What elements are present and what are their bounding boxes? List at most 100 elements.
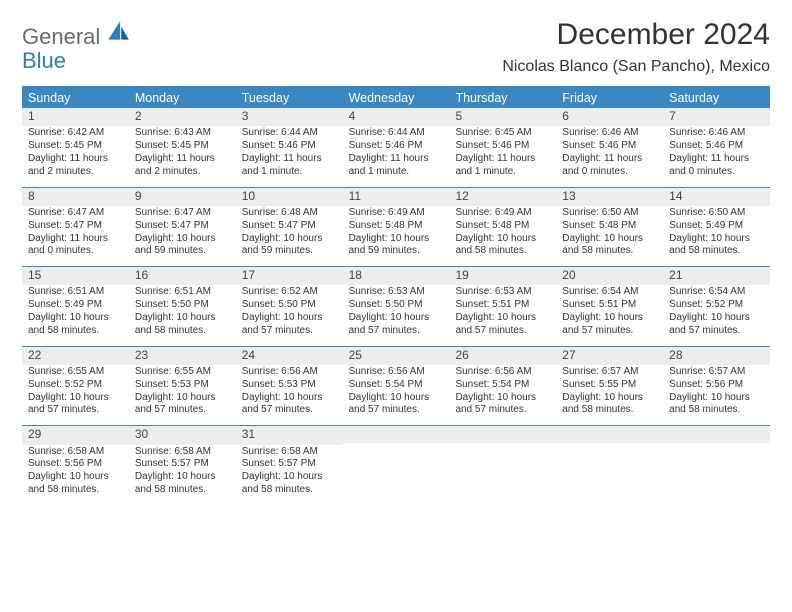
daylight-line1: Daylight: 10 hours [562,392,657,405]
day-number: 15 [22,267,129,285]
daylight-line2: and 58 minutes. [562,404,657,417]
day-body: Sunrise: 6:54 AMSunset: 5:52 PMDaylight:… [663,285,770,345]
day-body: Sunrise: 6:55 AMSunset: 5:52 PMDaylight:… [22,365,129,425]
daylight-line2: and 59 minutes. [242,245,337,258]
day-body: Sunrise: 6:51 AMSunset: 5:50 PMDaylight:… [129,285,236,345]
daylight-line1: Daylight: 10 hours [349,392,444,405]
sunrise-text: Sunrise: 6:43 AM [135,127,230,140]
day-cell: 29Sunrise: 6:58 AMSunset: 5:56 PMDayligh… [22,426,129,505]
daylight-line1: Daylight: 11 hours [669,153,764,166]
day-body: Sunrise: 6:58 AMSunset: 5:56 PMDaylight:… [22,445,129,505]
sunrise-text: Sunrise: 6:49 AM [349,207,444,220]
sunrise-text: Sunrise: 6:47 AM [28,207,123,220]
sunrise-text: Sunrise: 6:48 AM [242,207,337,220]
daylight-line2: and 58 minutes. [455,245,550,258]
sunrise-text: Sunrise: 6:52 AM [242,286,337,299]
empty-day-header [449,426,556,443]
day-cell: 6Sunrise: 6:46 AMSunset: 5:46 PMDaylight… [556,108,663,187]
sunset-text: Sunset: 5:49 PM [28,299,123,312]
sunset-text: Sunset: 5:52 PM [669,299,764,312]
daylight-line2: and 1 minute. [349,166,444,179]
daylight-line1: Daylight: 11 hours [455,153,550,166]
weekday-header: Sunday [22,88,129,108]
day-number: 5 [449,108,556,126]
day-cell [343,426,450,505]
day-cell: 30Sunrise: 6:58 AMSunset: 5:57 PMDayligh… [129,426,236,505]
daylight-line1: Daylight: 10 hours [349,312,444,325]
daylight-line1: Daylight: 10 hours [455,392,550,405]
daylight-line1: Daylight: 11 hours [28,233,123,246]
sunrise-text: Sunrise: 6:58 AM [28,446,123,459]
daylight-line1: Daylight: 10 hours [669,312,764,325]
daylight-line2: and 57 minutes. [28,404,123,417]
day-cell: 7Sunrise: 6:46 AMSunset: 5:46 PMDaylight… [663,108,770,187]
day-cell: 3Sunrise: 6:44 AMSunset: 5:46 PMDaylight… [236,108,343,187]
sunset-text: Sunset: 5:48 PM [562,220,657,233]
day-number: 14 [663,188,770,206]
day-cell: 23Sunrise: 6:55 AMSunset: 5:53 PMDayligh… [129,347,236,426]
sunrise-text: Sunrise: 6:42 AM [28,127,123,140]
daylight-line2: and 57 minutes. [562,325,657,338]
sunrise-text: Sunrise: 6:53 AM [349,286,444,299]
sunset-text: Sunset: 5:46 PM [562,140,657,153]
day-body: Sunrise: 6:55 AMSunset: 5:53 PMDaylight:… [129,365,236,425]
day-cell [663,426,770,505]
day-number: 24 [236,347,343,365]
day-body: Sunrise: 6:49 AMSunset: 5:48 PMDaylight:… [449,206,556,266]
day-body: Sunrise: 6:53 AMSunset: 5:50 PMDaylight:… [343,285,450,345]
daylight-line2: and 0 minutes. [28,245,123,258]
daylight-line1: Daylight: 10 hours [455,312,550,325]
day-body: Sunrise: 6:42 AMSunset: 5:45 PMDaylight:… [22,126,129,186]
day-cell: 1Sunrise: 6:42 AMSunset: 5:45 PMDaylight… [22,108,129,187]
day-body: Sunrise: 6:53 AMSunset: 5:51 PMDaylight:… [449,285,556,345]
daylight-line1: Daylight: 10 hours [242,471,337,484]
day-cell: 14Sunrise: 6:50 AMSunset: 5:49 PMDayligh… [663,188,770,267]
day-body: Sunrise: 6:50 AMSunset: 5:49 PMDaylight:… [663,206,770,266]
sunset-text: Sunset: 5:46 PM [669,140,764,153]
day-cell: 31Sunrise: 6:58 AMSunset: 5:57 PMDayligh… [236,426,343,505]
sunset-text: Sunset: 5:56 PM [28,458,123,471]
sunset-text: Sunset: 5:45 PM [135,140,230,153]
sunset-text: Sunset: 5:51 PM [562,299,657,312]
day-body: Sunrise: 6:52 AMSunset: 5:50 PMDaylight:… [236,285,343,345]
day-number: 18 [343,267,450,285]
daylight-line2: and 57 minutes. [349,325,444,338]
day-cell: 16Sunrise: 6:51 AMSunset: 5:50 PMDayligh… [129,267,236,346]
sunrise-text: Sunrise: 6:56 AM [349,366,444,379]
day-body: Sunrise: 6:58 AMSunset: 5:57 PMDaylight:… [129,445,236,505]
day-body: Sunrise: 6:47 AMSunset: 5:47 PMDaylight:… [129,206,236,266]
weekday-header: Wednesday [343,88,450,108]
week-row: 22Sunrise: 6:55 AMSunset: 5:52 PMDayligh… [22,347,770,427]
day-body: Sunrise: 6:45 AMSunset: 5:46 PMDaylight:… [449,126,556,186]
day-cell: 22Sunrise: 6:55 AMSunset: 5:52 PMDayligh… [22,347,129,426]
day-cell [556,426,663,505]
daylight-line2: and 57 minutes. [669,325,764,338]
sunset-text: Sunset: 5:45 PM [28,140,123,153]
daylight-line2: and 57 minutes. [349,404,444,417]
empty-day-header [663,426,770,443]
daylight-line2: and 58 minutes. [562,245,657,258]
daylight-line1: Daylight: 10 hours [669,233,764,246]
daylight-line1: Daylight: 11 hours [135,153,230,166]
sunrise-text: Sunrise: 6:45 AM [455,127,550,140]
day-cell: 18Sunrise: 6:53 AMSunset: 5:50 PMDayligh… [343,267,450,346]
sunset-text: Sunset: 5:47 PM [28,220,123,233]
sunset-text: Sunset: 5:54 PM [349,379,444,392]
sunset-text: Sunset: 5:47 PM [242,220,337,233]
sunset-text: Sunset: 5:48 PM [455,220,550,233]
logo-word1: General [22,24,100,49]
day-body: Sunrise: 6:46 AMSunset: 5:46 PMDaylight:… [663,126,770,186]
day-cell: 25Sunrise: 6:56 AMSunset: 5:54 PMDayligh… [343,347,450,426]
day-body: Sunrise: 6:48 AMSunset: 5:47 PMDaylight:… [236,206,343,266]
sunset-text: Sunset: 5:46 PM [455,140,550,153]
sunset-text: Sunset: 5:53 PM [135,379,230,392]
empty-day-header [556,426,663,443]
day-body: Sunrise: 6:51 AMSunset: 5:49 PMDaylight:… [22,285,129,345]
day-body: Sunrise: 6:50 AMSunset: 5:48 PMDaylight:… [556,206,663,266]
daylight-line2: and 58 minutes. [242,484,337,497]
sunrise-text: Sunrise: 6:49 AM [455,207,550,220]
day-cell: 17Sunrise: 6:52 AMSunset: 5:50 PMDayligh… [236,267,343,346]
sunrise-text: Sunrise: 6:51 AM [135,286,230,299]
day-number: 17 [236,267,343,285]
daylight-line2: and 2 minutes. [28,166,123,179]
